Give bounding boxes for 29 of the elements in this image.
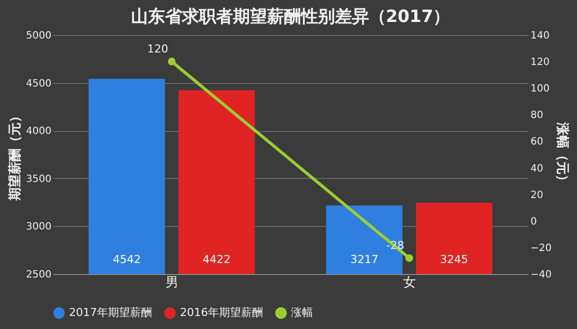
legend-label: 涨幅 xyxy=(291,306,313,319)
y2-axis-title: 涨幅（元） xyxy=(554,122,570,188)
data-label: 120 xyxy=(147,42,168,56)
y-tick-label: 4000 xyxy=(26,126,52,138)
y2-tick-label: 60 xyxy=(530,136,544,148)
y2-tick-label: 120 xyxy=(530,57,550,68)
y-tick-label: 5000 xyxy=(26,30,52,42)
data-label: 3245 xyxy=(440,253,468,266)
y-tick-label: 4500 xyxy=(26,78,52,90)
y2-tick-label: 100 xyxy=(530,84,550,95)
data-label: 4542 xyxy=(112,253,141,266)
x-tick-label: 男 xyxy=(165,276,178,290)
y-axis-title: 期望薪酬（元） xyxy=(7,110,24,202)
x-tick-label: 女 xyxy=(402,276,416,290)
y2-tick-label: 140 xyxy=(530,30,550,42)
legend-label: 2017年期望薪酬 xyxy=(69,306,152,319)
y2-tick-label: −20 xyxy=(530,242,552,254)
y2-tick-label: 20 xyxy=(530,190,544,201)
legend-label: 2016年期望薪酬 xyxy=(180,306,263,319)
y-tick-label: 3500 xyxy=(26,174,52,185)
data-label: 3217 xyxy=(350,253,378,266)
y-tick-label: 3000 xyxy=(26,222,52,233)
y-tick-label: 2500 xyxy=(26,270,52,280)
chart-title: 山东省求职者期望薪酬性别差异（2017） xyxy=(130,7,450,27)
y2-tick-label: −40 xyxy=(530,270,552,280)
data-label: 4422 xyxy=(202,253,231,266)
y2-tick-label: 80 xyxy=(530,110,544,122)
y2-tick-label: 40 xyxy=(530,163,544,174)
y2-tick-label: 0 xyxy=(530,216,537,228)
